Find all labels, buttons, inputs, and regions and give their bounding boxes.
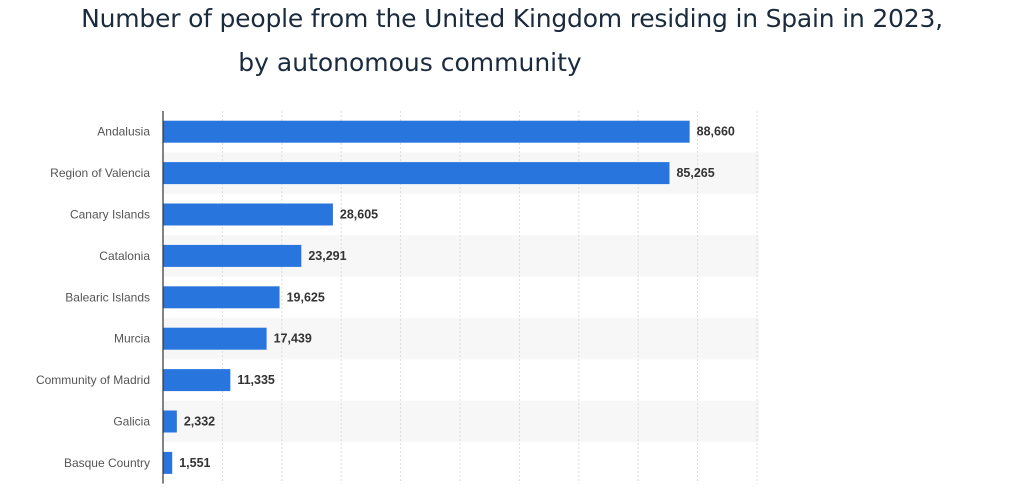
bar xyxy=(163,162,670,185)
category-label: Andalusia xyxy=(97,125,150,139)
bar xyxy=(163,286,280,309)
value-label: 28,605 xyxy=(340,208,378,222)
category-label: Balearic Islands xyxy=(65,290,150,304)
category-label: Galicia xyxy=(113,415,150,429)
category-label: Community of Madrid xyxy=(36,373,150,387)
bar xyxy=(163,369,231,392)
row-band xyxy=(163,400,759,443)
value-label: 19,625 xyxy=(287,290,325,304)
chart-title-line1: Number of people from the United Kingdom… xyxy=(81,4,943,33)
bar xyxy=(163,120,690,143)
bar xyxy=(163,451,173,474)
value-label: 2,332 xyxy=(184,415,215,429)
bar xyxy=(163,410,177,433)
category-label: Region of Valencia xyxy=(50,166,150,180)
bar xyxy=(163,244,302,267)
bar xyxy=(163,203,333,226)
value-label: 17,439 xyxy=(274,332,312,346)
value-label: 88,660 xyxy=(697,125,735,139)
value-label: 85,265 xyxy=(676,166,714,180)
value-label: 23,291 xyxy=(308,249,346,263)
category-label: Catalonia xyxy=(99,249,150,263)
category-label: Murcia xyxy=(114,332,150,346)
category-label: Basque Country xyxy=(64,456,150,470)
chart-title-line2: by autonomous community xyxy=(238,48,582,77)
category-label: Canary Islands xyxy=(70,208,150,222)
value-label: 11,335 xyxy=(237,373,275,387)
bar xyxy=(163,327,267,350)
value-label: 1,551 xyxy=(179,456,210,470)
